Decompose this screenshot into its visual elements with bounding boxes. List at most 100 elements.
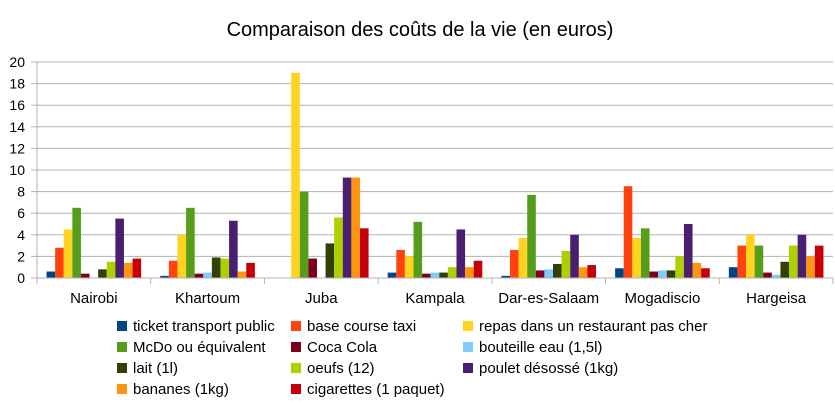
legend-swatch xyxy=(291,342,301,352)
category-label-dar-es-salaam: Dar-es-Salaam xyxy=(498,290,599,307)
bar-hargeisa-oeufs-12 xyxy=(789,245,798,278)
bar-khartoum-coca-cola xyxy=(194,273,204,278)
bar-dar-es-salaam-ticket-transport-public xyxy=(501,275,511,278)
legend-item-lait-1l: lait (1l) xyxy=(117,360,178,377)
y-tick-label: 8 xyxy=(17,184,25,200)
y-tick-label: 4 xyxy=(17,227,25,243)
bar-nairobi-cigarettes-1-paquet xyxy=(132,258,142,278)
legend-swatch xyxy=(117,342,127,352)
y-tick-label: 16 xyxy=(9,97,25,113)
bar-khartoum-mcdo-ou-equivalent xyxy=(186,207,195,278)
y-tick-label: 0 xyxy=(17,270,25,286)
bar-khartoum-oeufs-12 xyxy=(220,258,230,278)
bar-nairobi-lait-1l xyxy=(98,269,107,278)
chart-title: Comparaison des coûts de la vie (en euro… xyxy=(227,19,614,41)
y-tick-label: 18 xyxy=(9,76,25,92)
bar-khartoum-poulet-desosse-1kg xyxy=(229,220,238,278)
bar-khartoum-cigarettes-1-paquet xyxy=(246,262,255,278)
legend-label: bananes (1kg) xyxy=(133,381,229,398)
category-label-nairobi: Nairobi xyxy=(70,290,118,307)
bar-juba-cigarettes-1-paquet xyxy=(359,228,369,278)
legend-item-cigarettes-1-paquet: cigarettes (1 paquet) xyxy=(291,381,445,398)
bar-mogadiscio-oeufs-12 xyxy=(675,256,684,278)
bar-mogadiscio-base-course-taxi xyxy=(623,186,633,278)
legend-item-repas-dans-un-restaurant-pas-cher: repas dans un restaurant pas cher xyxy=(463,318,707,335)
legend-swatch xyxy=(463,321,473,331)
bar-mogadiscio-repas-dans-un-restaurant-pas-cher xyxy=(632,238,641,278)
bar-kampala-coca-cola xyxy=(422,273,431,278)
bar-hargeisa-coca-cola xyxy=(763,272,772,278)
bar-dar-es-salaam-mcdo-ou-equivalent xyxy=(527,194,536,278)
y-tick-label: 6 xyxy=(17,205,25,221)
bar-dar-es-salaam-bananes-1kg xyxy=(578,267,588,278)
bar-mogadiscio-mcdo-ou-equivalent xyxy=(640,228,650,278)
bar-khartoum-bouteille-eau-1-5l xyxy=(203,272,212,278)
legend-swatch xyxy=(117,321,127,331)
bar-nairobi-repas-dans-un-restaurant-pas-cher xyxy=(63,229,73,278)
bar-mogadiscio-coca-cola xyxy=(649,271,659,278)
legend-label: oeufs (12) xyxy=(307,360,375,377)
bar-mogadiscio-lait-1l xyxy=(666,270,676,278)
legend-label: ticket transport public xyxy=(133,318,275,335)
legend-item-ticket-transport-public: ticket transport public xyxy=(117,318,275,335)
bar-juba-oeufs-12 xyxy=(334,217,343,278)
bar-dar-es-salaam-lait-1l xyxy=(553,263,562,278)
bar-khartoum-base-course-taxi xyxy=(168,260,178,278)
legend-swatch xyxy=(291,363,301,373)
legend-swatch xyxy=(463,342,473,352)
bar-juba-poulet-desosse-1kg xyxy=(342,177,352,278)
bar-hargeisa-bouteille-eau-1-5l xyxy=(771,274,781,278)
bar-dar-es-salaam-base-course-taxi xyxy=(510,249,519,278)
legend-item-base-course-taxi: base course taxi xyxy=(291,318,416,335)
legend-label: bouteille eau (1,5l) xyxy=(479,339,602,356)
y-tick-label: 20 xyxy=(9,54,25,70)
bar-nairobi-oeufs-12 xyxy=(106,261,116,278)
legend-item-bananes-1kg: bananes (1kg) xyxy=(117,381,229,398)
bar-dar-es-salaam-poulet-desosse-1kg xyxy=(570,234,579,278)
bar-nairobi-base-course-taxi xyxy=(55,247,64,278)
bar-juba-bananes-1kg xyxy=(351,177,360,278)
legend-swatch xyxy=(291,321,301,331)
bar-dar-es-salaam-oeufs-12 xyxy=(561,251,571,278)
bar-nairobi-poulet-desosse-1kg xyxy=(115,218,124,278)
bar-hargeisa-ticket-transport-public xyxy=(728,267,738,278)
bar-juba-lait-1l xyxy=(325,243,335,278)
legend-label: McDo ou équivalent xyxy=(133,339,266,356)
legend-label: cigarettes (1 paquet) xyxy=(307,381,445,398)
legend-item-oeufs-12: oeufs (12) xyxy=(291,360,375,377)
bar-mogadiscio-bananes-1kg xyxy=(692,262,702,278)
bar-khartoum-ticket-transport-public xyxy=(160,275,169,278)
y-tick-label: 2 xyxy=(17,248,25,264)
bar-hargeisa-mcdo-ou-equivalent xyxy=(754,245,764,278)
bar-nairobi-ticket-transport-public xyxy=(46,271,56,278)
legend-item-poulet-desosse-1kg: poulet désossé (1kg) xyxy=(463,360,618,377)
legend-swatch xyxy=(117,363,127,373)
bar-dar-es-salaam-cigarettes-1-paquet xyxy=(587,265,597,278)
bar-nairobi-bananes-1kg xyxy=(123,262,133,278)
bar-mogadiscio-cigarettes-1-paquet xyxy=(701,268,710,278)
legend: ticket transport public base course taxi r… xyxy=(117,318,707,398)
legend-item-mcdo-ou-equivalent: McDo ou équivalent xyxy=(117,339,266,356)
legend-label: poulet désossé (1kg) xyxy=(479,360,618,377)
y-tick-label: 10 xyxy=(9,162,25,178)
bar-kampala-repas-dans-un-restaurant-pas-cher xyxy=(404,256,414,278)
legend-swatch xyxy=(463,363,473,373)
bar-kampala-cigarettes-1-paquet xyxy=(473,260,483,278)
legend-label: repas dans un restaurant pas cher xyxy=(479,318,707,335)
bar-hargeisa-lait-1l xyxy=(780,261,790,278)
bar-kampala-ticket-transport-public xyxy=(387,272,397,278)
bar-khartoum-repas-dans-un-restaurant-pas-cher xyxy=(177,234,187,278)
legend-label: Coca Cola xyxy=(307,339,378,356)
bar-hargeisa-repas-dans-un-restaurant-pas-cher xyxy=(746,234,755,278)
bar-mogadiscio-poulet-desosse-1kg xyxy=(683,224,693,278)
bar-hargeisa-bananes-1kg xyxy=(806,256,815,278)
category-labels: Nairobi Khartoum Juba Kampala Dar-es-Salaam M… xyxy=(70,290,807,307)
legend-swatch xyxy=(291,384,301,394)
gridlines xyxy=(31,61,833,279)
bar-kampala-oeufs-12 xyxy=(447,267,457,278)
bar-mogadiscio-bouteille-eau-1-5l xyxy=(658,270,667,278)
y-tick-label: 14 xyxy=(9,119,25,135)
legend-swatch xyxy=(117,384,127,394)
category-label-mogadiscio: Mogadiscio xyxy=(624,290,700,307)
